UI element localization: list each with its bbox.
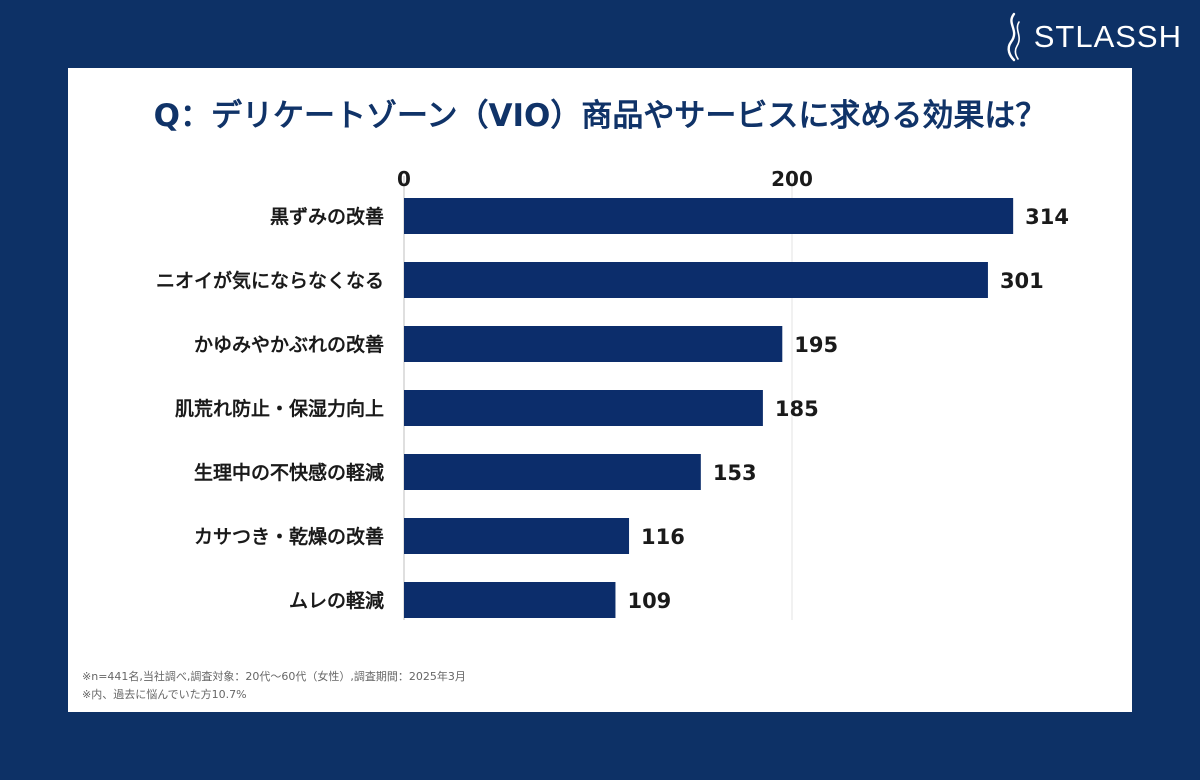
x-tick-label: 0 — [397, 167, 411, 191]
bar — [404, 582, 616, 618]
category-label: ムレの軽減 — [289, 589, 384, 612]
data-label: 301 — [1000, 269, 1044, 293]
bar — [404, 518, 630, 554]
category-label: 肌荒れ防止・保湿力向上 — [175, 397, 384, 420]
category-label: 黒ずみの改善 — [270, 205, 384, 228]
bar-chart: 0 200 黒ずみの改善ニオイが気にならなくなるかゆみやかぶれの改善肌荒れ防止・保… — [156, 167, 1069, 620]
brand-name: STLASSH — [1033, 19, 1182, 54]
chart-card: Q：デリケートゾーン（VIO）商品やサービスに求める効果は？ 0 200 黒ずみの… — [68, 68, 1132, 712]
data-label: 314 — [1025, 205, 1069, 229]
bar — [404, 454, 701, 490]
bar — [404, 198, 1014, 234]
category-label: 生理中の不快感の軽減 — [194, 461, 384, 484]
category-label: かゆみやかぶれの改善 — [194, 333, 384, 356]
bar — [404, 326, 783, 362]
bar — [404, 390, 763, 426]
footnotes: ※n=441名,当社調べ,調査対象：20代〜60代（女性）,調査期間：2025年… — [82, 668, 466, 704]
data-label: 116 — [641, 525, 685, 549]
footnote-past-concern: ※内、過去に悩んでいた方10.7% — [82, 688, 247, 701]
bar — [404, 262, 988, 298]
data-label: 185 — [775, 397, 819, 421]
chart-title: Q：デリケートゾーン（VIO）商品やサービスに求める効果は？ — [153, 98, 1047, 134]
flame-logo-icon — [1007, 12, 1020, 62]
category-label: ニオイが気にならなくなる — [156, 269, 384, 292]
footnote-sample: ※n=441名,当社調べ,調査対象：20代〜60代（女性）,調査期間：2025年… — [82, 670, 466, 683]
category-label: カサつき・乾燥の改善 — [194, 525, 384, 548]
brand-logo: STLASSH — [1000, 12, 1182, 62]
data-label: 195 — [794, 333, 838, 357]
x-tick-label: 200 — [771, 167, 813, 191]
data-label: 109 — [627, 589, 671, 613]
data-label: 153 — [713, 461, 757, 485]
